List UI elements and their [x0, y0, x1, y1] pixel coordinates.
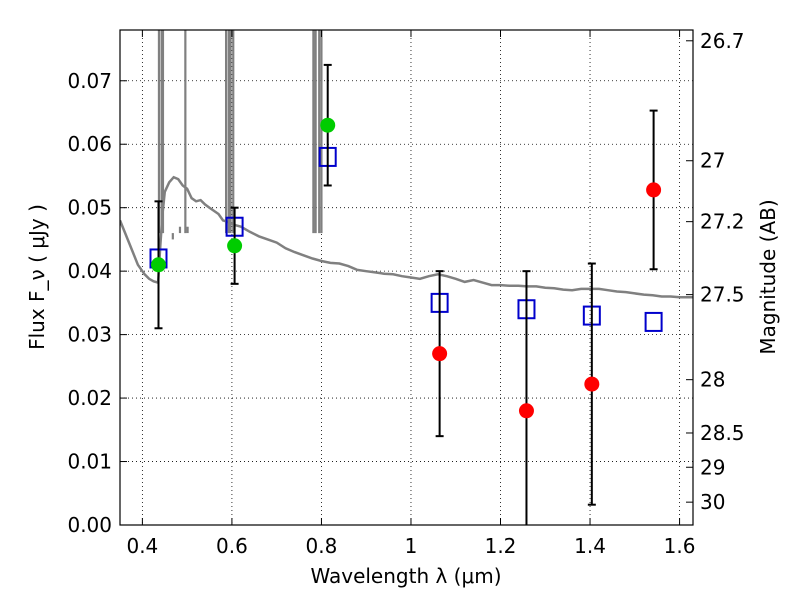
model-photometry-square: [644, 311, 663, 332]
y-tick-label: 0.03: [67, 323, 112, 347]
right-axis-label: Magnitude (AB): [756, 199, 780, 354]
x-tick-label: 1.2: [485, 534, 517, 558]
right-tick-label: 27.2: [700, 210, 745, 234]
x-tick-label: 0.4: [126, 534, 158, 558]
y-tick-label: 0.02: [67, 386, 112, 410]
low-sn-point: [646, 182, 662, 198]
detection-point: [320, 117, 336, 133]
y-tick-label: 0.01: [67, 450, 112, 474]
y-tick-label: 0.07: [67, 69, 112, 93]
y-tick-label: 0.04: [67, 259, 112, 283]
right-tick-label: 28: [700, 368, 725, 392]
x-tick-label: 0.6: [216, 534, 248, 558]
plot-frame: [119, 29, 694, 526]
x-axis-label: Wavelength λ (μm): [310, 564, 501, 588]
y-axis-label: Flux F_ν ( μJy ): [25, 204, 49, 350]
low-sn-point: [584, 376, 600, 392]
right-tick-label: 29: [700, 455, 725, 479]
x-tick-label: 0.8: [306, 534, 338, 558]
right-tick-label: 27: [700, 149, 725, 173]
plot-area: [120, 30, 693, 525]
y-tick-label: 0.06: [67, 132, 112, 156]
right-tick-label: 27.5: [700, 283, 745, 307]
low-sn-point: [518, 403, 534, 419]
model-spectrum-line: [120, 175, 693, 299]
grid: [120, 30, 693, 526]
y-tick-label: 0.00: [67, 513, 112, 537]
x-tick-label: 1: [405, 534, 418, 558]
right-tick-label: 28.5: [700, 421, 745, 445]
x-tick-label: 1.6: [664, 534, 696, 558]
right-tick-label: 26.7: [700, 29, 745, 53]
low-sn-point: [432, 346, 448, 362]
y-tick-label: 0.05: [67, 196, 112, 220]
detection-point: [227, 238, 243, 254]
x-tick-label: 1.4: [574, 534, 606, 558]
detection-point: [150, 257, 166, 273]
right-tick-label: 30: [700, 490, 725, 514]
axis-ticks: 0.4 0.6 0.8 1 1.2 1.4 1.6 0.00 0.01 0.02 0.03 0.04 0…: [67, 29, 744, 558]
